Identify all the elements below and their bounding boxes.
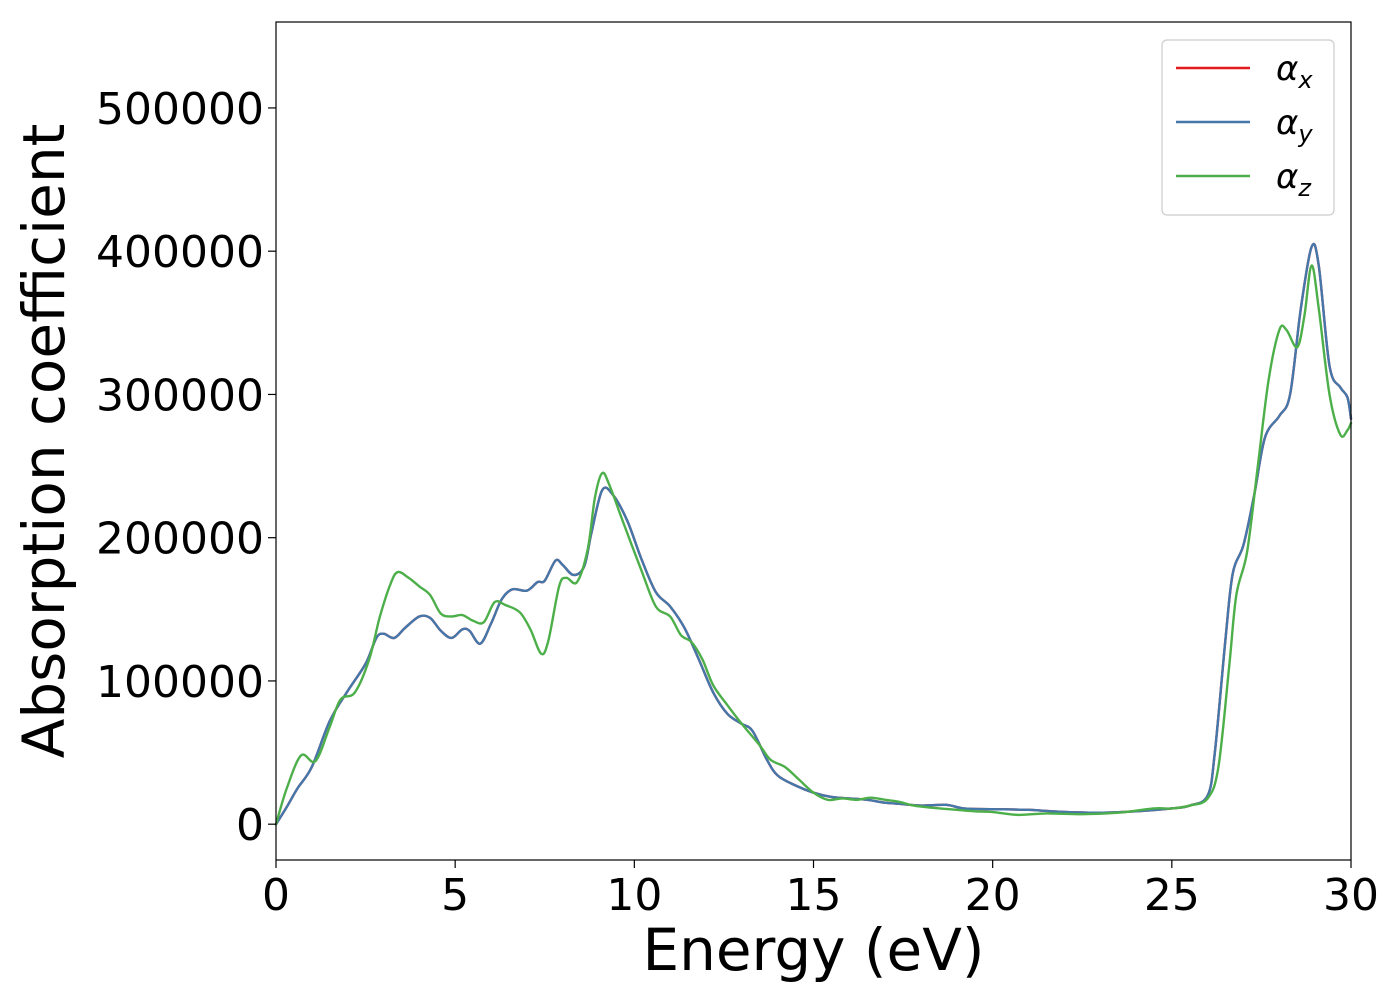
series-line-z [274, 264, 1353, 826]
y-tick-label: 300000 [96, 370, 264, 421]
x-tick-label: 20 [965, 870, 1021, 921]
legend-label-z: αz [1276, 157, 1312, 202]
x-tick-label: 30 [1323, 870, 1379, 921]
y-tick-label: 500000 [96, 84, 264, 135]
x-axis-ticks: 0 5 10 15 20 25 30 [262, 860, 1379, 921]
legend-box [1161, 39, 1335, 216]
x-tick-label: 5 [441, 870, 469, 921]
y-tick-label: 400000 [96, 227, 264, 278]
y-tick-label: 200000 [96, 514, 264, 565]
series-line-x [274, 242, 1353, 826]
plot-lines [274, 242, 1353, 826]
legend: αx αy αz [1161, 39, 1335, 216]
series-line-y [274, 242, 1353, 826]
y-tick-label: 0 [236, 800, 264, 851]
x-axis-title: Energy (eV) [642, 916, 984, 984]
y-axis-ticks: 0 100000 200000 300000 400000 500000 [96, 84, 276, 851]
legend-label-x: αx [1276, 49, 1313, 94]
x-tick-label: 25 [1144, 870, 1200, 921]
legend-label-y: αy [1276, 103, 1313, 148]
x-tick-label: 15 [786, 870, 842, 921]
y-tick-label: 100000 [96, 657, 264, 708]
y-axis-title: Absorption coefficient [10, 124, 78, 759]
x-tick-label: 10 [606, 870, 662, 921]
x-tick-label: 0 [262, 870, 290, 921]
